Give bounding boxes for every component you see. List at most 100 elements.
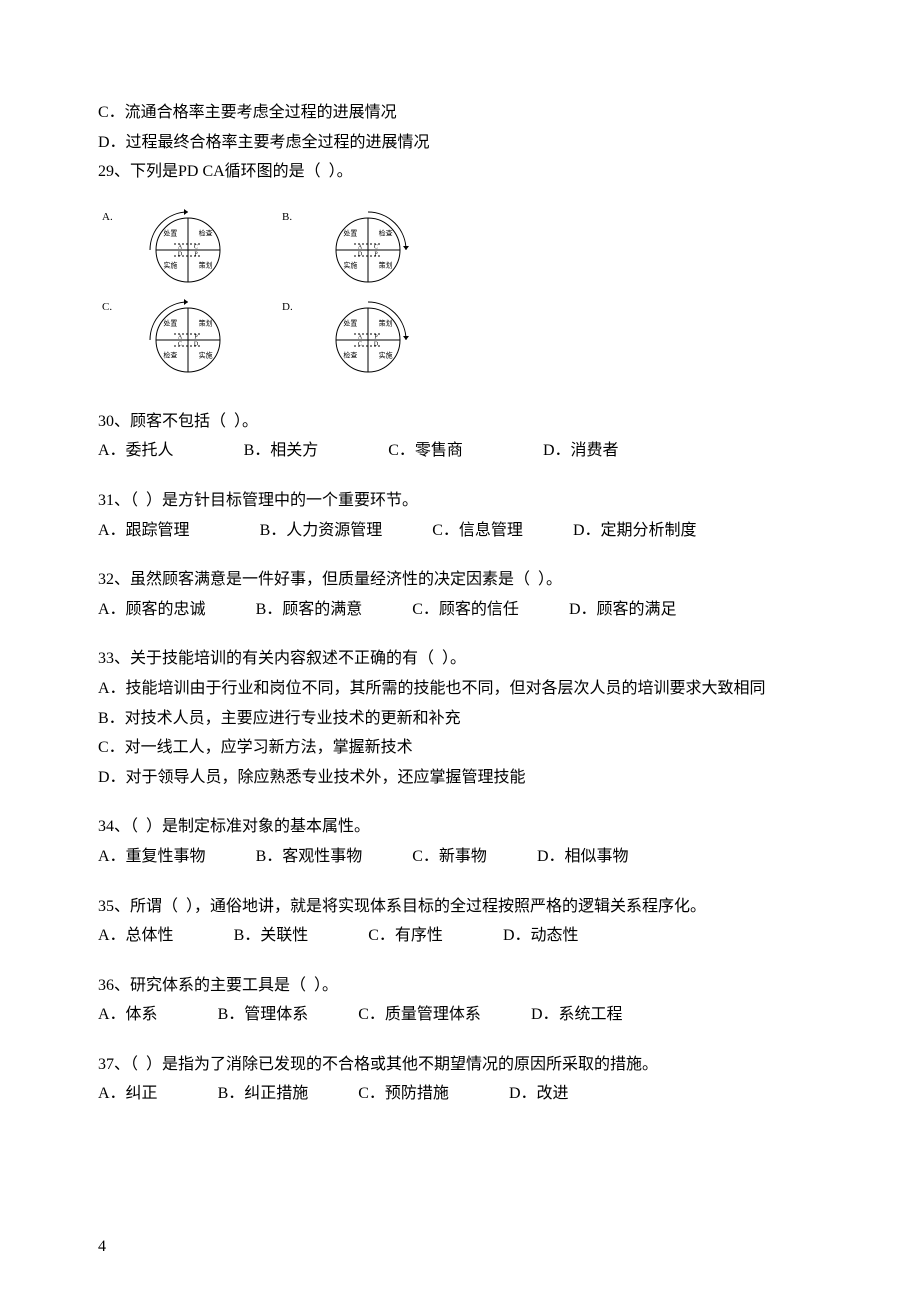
q31-opt-2: C．信息管理 xyxy=(432,518,523,544)
svg-text:D: D xyxy=(358,251,363,257)
q35: 35、所谓（ ），通俗地讲，就是将实现体系目标的全过程按照严格的逻辑关系程序化。… xyxy=(98,894,822,949)
q31-opt-0: A．跟踪管理 xyxy=(98,518,190,544)
q32-opt-1: B．顾客的满意 xyxy=(256,597,363,623)
pdca-variant-3: D. 处置 策划检查 实施 A P C D xyxy=(278,295,458,385)
q33-b: B．对技术人员，主要应进行专业技术的更新和补充 xyxy=(98,706,822,732)
q31-opt-3: D．定期分析制度 xyxy=(573,518,697,544)
q33-stem: 33、关于技能培训的有关内容叙述不正确的有（ ）。 xyxy=(98,646,822,672)
pdca-variant-label: D. xyxy=(282,299,293,317)
svg-text:处置: 处置 xyxy=(343,228,357,237)
q32-opt-3: D．顾客的满足 xyxy=(569,597,677,623)
q37-opt-2: C．预防措施 xyxy=(358,1081,449,1107)
svg-text:实施: 实施 xyxy=(343,260,357,269)
q30-opt-0: A．委托人 xyxy=(98,438,174,464)
q33-a: A．技能培训由于行业和岗位不同，其所需的技能也不同，但对各层次人员的培训要求大致… xyxy=(98,676,822,702)
page-number: 4 xyxy=(98,1234,106,1260)
q30-stem: 30、顾客不包括（ ）。 xyxy=(98,409,822,435)
q31-options: A．跟踪管理 B．人力资源管理 C．信息管理 D．定期分析制度 xyxy=(98,518,822,544)
svg-text:C: C xyxy=(374,244,378,250)
q34: 34、（ ）是制定标准对象的基本属性。 A．重复性事物 B．客观性事物 C．新事物 D… xyxy=(98,814,822,869)
q31: 31、（ ）是方针目标管理中的一个重要环节。 A．跟踪管理 B．人力资源管理 C．信… xyxy=(98,488,822,543)
svg-text:P: P xyxy=(374,334,378,340)
q34-options: A．重复性事物 B．客观性事物 C．新事物 D．相似事物 xyxy=(98,844,822,870)
svg-text:C: C xyxy=(178,341,182,347)
q35-opt-3: D．动态性 xyxy=(503,923,579,949)
svg-text:策划: 策划 xyxy=(379,260,393,269)
pdca-variant-label: B. xyxy=(282,209,292,227)
svg-text:实施: 实施 xyxy=(163,260,177,269)
q33-c: C．对一线工人，应学习新方法，掌握新技术 xyxy=(98,735,822,761)
q30-opt-3: D．消费者 xyxy=(543,438,619,464)
q37: 37、（ ）是指为了消除已发现的不合格或其他不期望情况的原因所采取的措施。 A．… xyxy=(98,1052,822,1107)
q35-stem: 35、所谓（ ），通俗地讲，就是将实现体系目标的全过程按照严格的逻辑关系程序化。 xyxy=(98,894,822,920)
pdca-variant-label: C. xyxy=(102,299,112,317)
q36-opt-2: C．质量管理体系 xyxy=(358,1002,481,1028)
pdca-diagram-grid: A.处置检查实施策划ACDPB.处置检查实施策划ACDPC.处置策划检查实施AP… xyxy=(98,205,822,385)
svg-text:P: P xyxy=(194,251,198,257)
svg-text:P: P xyxy=(374,251,378,257)
svg-text:D: D xyxy=(194,341,199,347)
svg-text:策划: 策划 xyxy=(199,260,213,269)
svg-text:处置: 处置 xyxy=(163,228,177,237)
svg-text:A: A xyxy=(358,244,363,250)
svg-text:策划: 策划 xyxy=(379,318,393,327)
svg-text:D: D xyxy=(178,251,183,257)
svg-text:检查: 检查 xyxy=(379,228,393,237)
q34-opt-1: B．客观性事物 xyxy=(256,844,363,870)
svg-text:D: D xyxy=(374,341,379,347)
q35-opt-0: A．总体性 xyxy=(98,923,174,949)
q35-opt-2: C．有序性 xyxy=(368,923,443,949)
svg-text:实施: 实施 xyxy=(379,350,393,359)
q36: 36、研究体系的主要工具是（ ）。 A．体系 B．管理体系 C．质量管理体系 D．系统… xyxy=(98,973,822,1028)
q36-opt-0: A．体系 xyxy=(98,1002,158,1028)
pre-option-c: C．流通合格率主要考虑全过程的进展情况 xyxy=(98,100,822,126)
svg-text:检查: 检查 xyxy=(199,228,213,237)
pdca-variant-0: A.处置检查实施策划ACDP xyxy=(98,205,278,295)
q34-opt-2: C．新事物 xyxy=(412,844,487,870)
q30-opt-1: B．相关方 xyxy=(244,438,319,464)
q37-opt-0: A．纠正 xyxy=(98,1081,158,1107)
q36-stem: 36、研究体系的主要工具是（ ）。 xyxy=(98,973,822,999)
q30: 30、顾客不包括（ ）。 A．委托人 B．相关方 C．零售商 D．消费者 xyxy=(98,409,822,464)
q34-opt-3: D．相似事物 xyxy=(537,844,629,870)
q36-options: A．体系 B．管理体系 C．质量管理体系 D．系统工程 xyxy=(98,1002,822,1028)
svg-text:检查: 检查 xyxy=(163,350,177,359)
q32-stem: 32、虽然顾客满意是一件好事，但质量经济性的决定因素是（ ）。 xyxy=(98,567,822,593)
q32-opt-0: A．顾客的忠诚 xyxy=(98,597,206,623)
svg-text:A: A xyxy=(178,334,183,340)
q37-opt-3: D．改进 xyxy=(509,1081,569,1107)
pre-option-d: D．过程最终合格率主要考虑全过程的进展情况 xyxy=(98,130,822,156)
q37-options: A．纠正 B．纠正措施 C．预防措施 D．改进 xyxy=(98,1081,822,1107)
q30-opt-2: C．零售商 xyxy=(388,438,463,464)
q34-opt-0: A．重复性事物 xyxy=(98,844,206,870)
svg-text:检查: 检查 xyxy=(343,350,357,359)
pdca-variant-1: B. 处置 检查实施 策划 A C D P xyxy=(278,205,458,295)
q31-opt-1: B．人力资源管理 xyxy=(260,518,383,544)
q32-options: A．顾客的忠诚 B．顾客的满意 C．顾客的信任 D．顾客的满足 xyxy=(98,597,822,623)
q35-opt-1: B．关联性 xyxy=(234,923,309,949)
q29-stem: 29、下列是PD CA循环图的是（ ）。 xyxy=(98,159,822,185)
q35-options: A．总体性 B．关联性 C．有序性 D．动态性 xyxy=(98,923,822,949)
q31-stem: 31、（ ）是方针目标管理中的一个重要环节。 xyxy=(98,488,822,514)
page: C．流通合格率主要考虑全过程的进展情况 D．过程最终合格率主要考虑全过程的进展情… xyxy=(0,0,920,1300)
q33: 33、关于技能培训的有关内容叙述不正确的有（ ）。 A．技能培训由于行业和岗位不… xyxy=(98,646,822,790)
pdca-variant-2: C. 处置 策划检查 实施 A P C D xyxy=(98,295,278,385)
q33-d: D．对于领导人员，除应熟悉专业技术外，还应掌握管理技能 xyxy=(98,765,822,791)
svg-text:策划: 策划 xyxy=(199,318,213,327)
q37-opt-1: B．纠正措施 xyxy=(218,1081,309,1107)
svg-text:C: C xyxy=(358,341,362,347)
svg-text:处置: 处置 xyxy=(343,318,357,327)
svg-text:A: A xyxy=(358,334,363,340)
q36-opt-1: B．管理体系 xyxy=(218,1002,309,1028)
svg-text:实施: 实施 xyxy=(199,350,213,359)
q34-stem: 34、（ ）是制定标准对象的基本属性。 xyxy=(98,814,822,840)
pdca-variant-label: A. xyxy=(102,209,113,227)
q32: 32、虽然顾客满意是一件好事，但质量经济性的决定因素是（ ）。 A．顾客的忠诚 B… xyxy=(98,567,822,622)
svg-text:处置: 处置 xyxy=(163,318,177,327)
svg-text:P: P xyxy=(194,334,198,340)
q37-stem: 37、（ ）是指为了消除已发现的不合格或其他不期望情况的原因所采取的措施。 xyxy=(98,1052,822,1078)
q32-opt-2: C．顾客的信任 xyxy=(412,597,519,623)
q30-options: A．委托人 B．相关方 C．零售商 D．消费者 xyxy=(98,438,822,464)
svg-text:A: A xyxy=(178,244,183,250)
q36-opt-3: D．系统工程 xyxy=(531,1002,623,1028)
